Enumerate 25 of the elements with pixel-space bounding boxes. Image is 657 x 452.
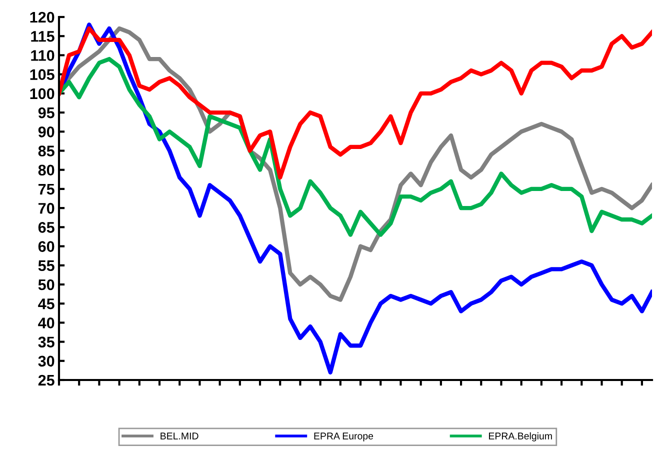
y-tick-label: 85 [38, 146, 54, 156]
legend-label: EPRA Europe [314, 432, 374, 442]
y-tick-label: 100 [30, 88, 54, 100]
line-series [59, 26, 652, 180]
y-tick-label: 90 [38, 126, 54, 138]
y-tick-label: 30 [38, 356, 54, 367]
y-tick-label: 60 [38, 241, 54, 252]
y-tick-label: 45 [38, 298, 54, 310]
y-tick-label: 120 [30, 12, 54, 23]
y-tick-label: 80 [38, 164, 54, 176]
y-tick-label: 95 [38, 107, 54, 118]
y-tick-label: 35 [38, 336, 54, 348]
y-tick-label: 105 [30, 69, 54, 80]
legend-label: EPRA.Belgium [488, 432, 552, 442]
y-tick-label: 75 [38, 184, 54, 195]
y-tick-label: 70 [38, 202, 54, 214]
y-tick-label: 65 [38, 222, 54, 233]
y-tick-label: 25 [38, 374, 54, 386]
y-tick-label: 40 [38, 318, 54, 328]
y-tick-label: 55 [38, 260, 54, 272]
legend-label: BEL.MID [160, 432, 198, 440]
y-tick-label: 115 [31, 31, 54, 42]
y-tick-label: 50 [38, 279, 54, 290]
y-tick-label: 110 [31, 50, 54, 61]
line-series [59, 56, 652, 237]
